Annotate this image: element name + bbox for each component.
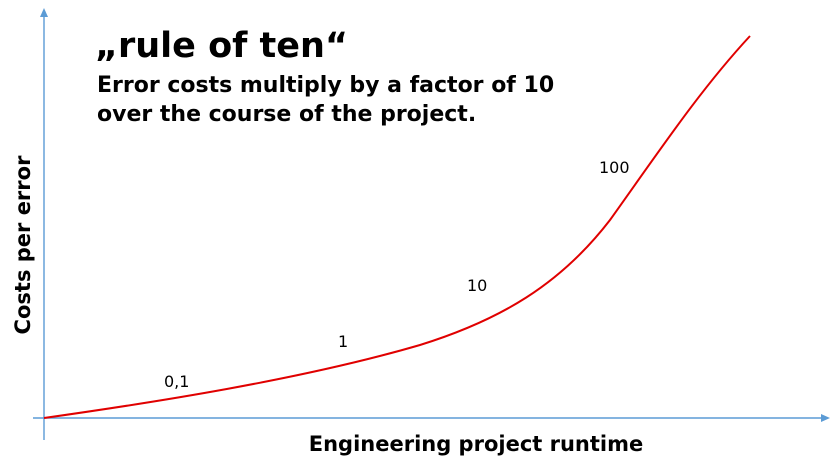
curve-label-100: 100 [599, 158, 630, 177]
cost-curve [43, 35, 751, 419]
subtitle-line-1: Error costs multiply by a factor of 10 [97, 73, 554, 98]
curve-label-10: 10 [467, 276, 487, 295]
subtitle-line-2: over the course of the project. [97, 102, 476, 127]
curve-label-0-1: 0,1 [164, 372, 189, 391]
x-axis-label: Engineering project runtime [309, 432, 643, 456]
y-axis-label: Costs per error [11, 155, 35, 335]
diagram-title: „rule of ten“ [95, 26, 348, 66]
curve-label-1: 1 [338, 332, 348, 351]
